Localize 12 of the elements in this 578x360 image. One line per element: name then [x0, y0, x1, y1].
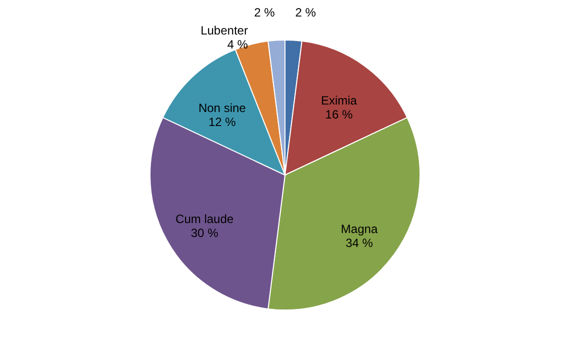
- data-label: 34 %: [346, 236, 374, 250]
- data-label: 16 %: [325, 108, 353, 122]
- slice-label: Lubenter: [200, 24, 248, 38]
- data-label: 2 %: [295, 5, 316, 20]
- data-label: 30 %: [190, 226, 219, 240]
- slice-label: Eximia: [320, 94, 358, 108]
- slice-label: Magna: [340, 222, 378, 236]
- slice-label: Non sine: [198, 101, 246, 116]
- data-label: 2 %: [254, 5, 276, 20]
- data-label: 4 %: [227, 38, 248, 52]
- data-label: 12 %: [208, 115, 236, 130]
- slice-label: Cum laude: [176, 212, 234, 226]
